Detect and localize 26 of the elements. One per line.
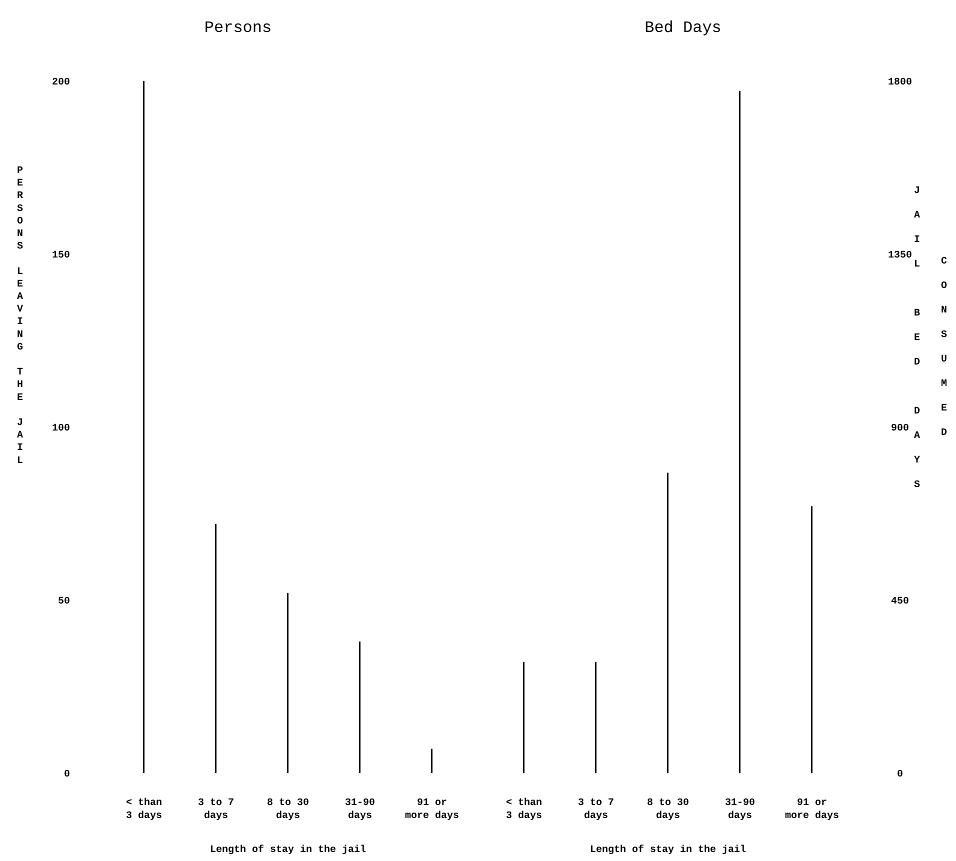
x-tick-label: 3 to 7 days: [198, 798, 234, 822]
y-tick-label: 0: [64, 770, 70, 780]
x-tick-label: 8 to 30 days: [266, 798, 310, 822]
y2-tick-label: 1350: [888, 250, 912, 262]
y2-tick-label: 450: [890, 596, 910, 608]
y-tick-label: 50: [58, 596, 70, 608]
x-tick-label: 31-90 days: [344, 798, 376, 822]
x-tick-label: 31-90 days: [724, 798, 756, 822]
x-tick-label: 91 or more days: [784, 798, 840, 822]
x-axis-title: Length of stay in the jail: [590, 844, 746, 856]
chart-title: Persons: [204, 19, 272, 37]
y2-tick-label: 900: [890, 424, 910, 434]
text: JAIL BED DAYS CONSUMED: [912, 186, 950, 504]
x-tick-label: 3 to 7 days: [578, 798, 614, 822]
y-tick-label: 200: [52, 78, 70, 88]
x-tick-label: < than 3 days: [126, 797, 162, 822]
chart-title: Bed Days: [644, 19, 722, 37]
y-tick-label: 150: [52, 250, 70, 262]
y-axis-title: PERSONS LEAVING THE JAIL: [14, 166, 26, 468]
x-tick-label: 8 to 30 days: [646, 798, 690, 822]
y2-tick-label: 1800: [888, 78, 912, 88]
y-tick-label: 100: [52, 424, 70, 434]
x-tick-label: 91 or more days: [404, 798, 460, 822]
x-axis-title: Length of stay in the jail: [210, 844, 366, 856]
x-tick-label: < than 3 days: [506, 797, 542, 822]
y2-tick-label: 0: [896, 770, 904, 780]
